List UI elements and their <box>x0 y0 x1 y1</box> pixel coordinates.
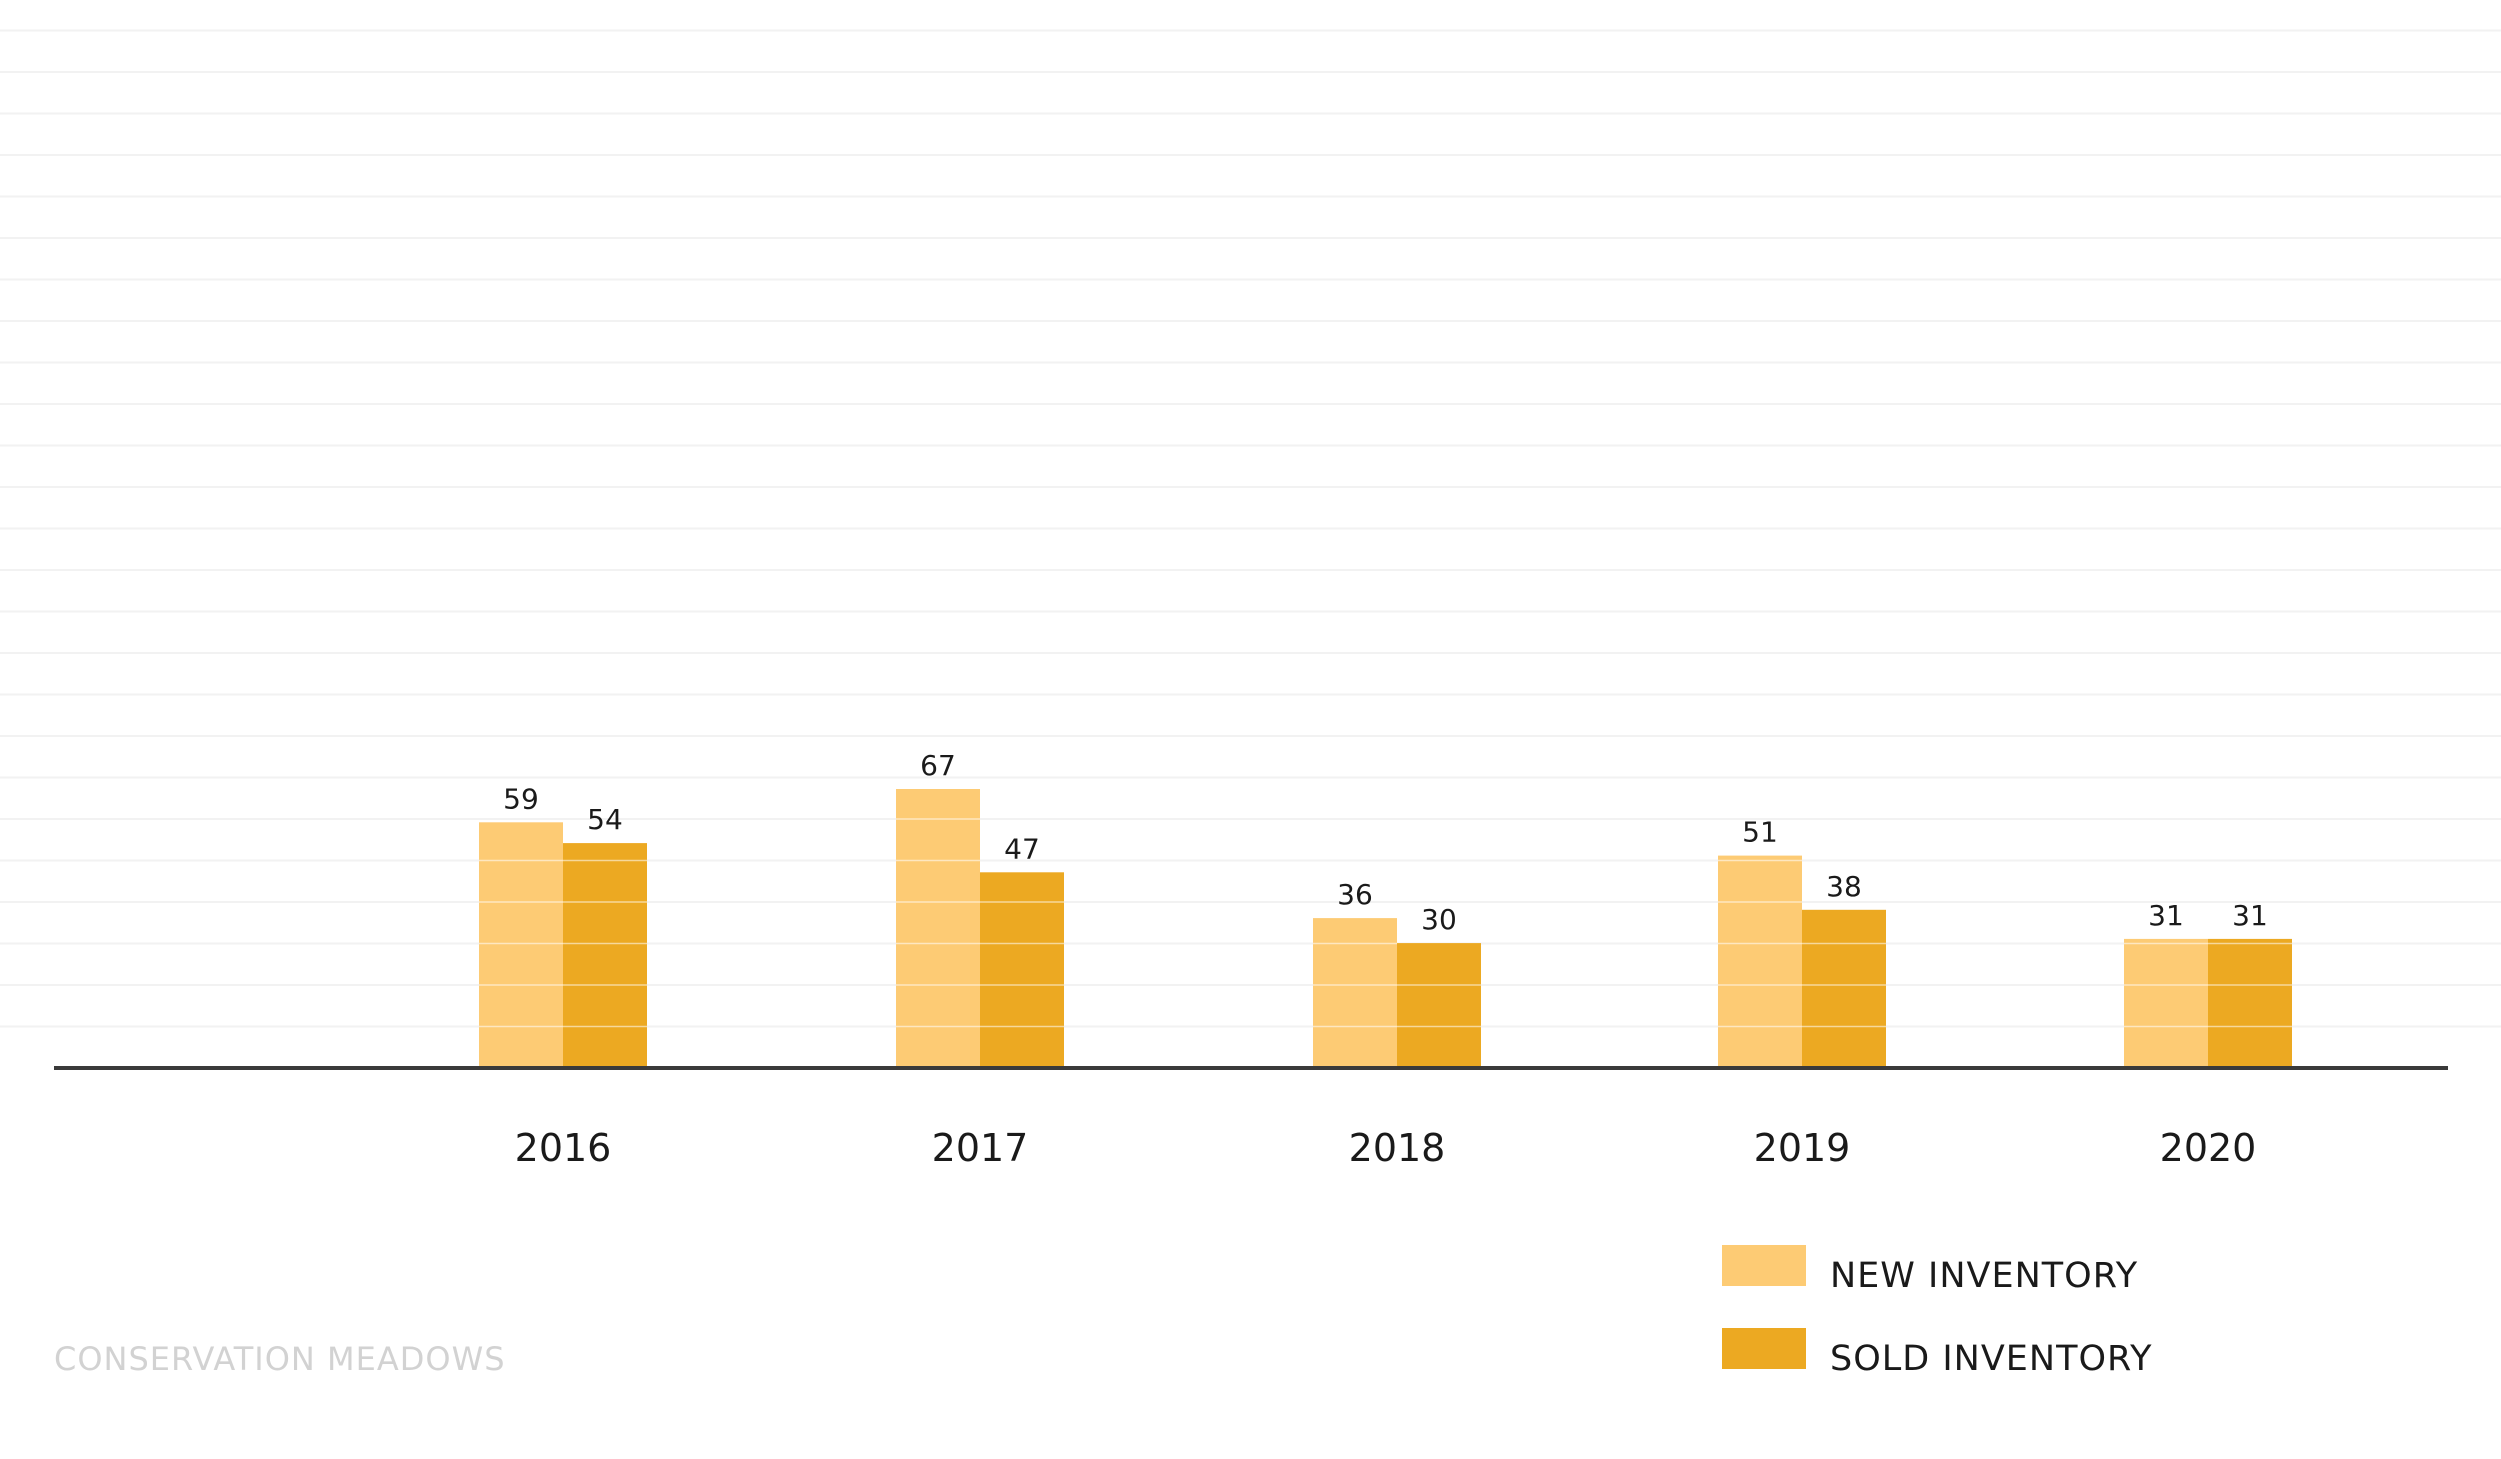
bar-new-inventory-2016 <box>479 822 563 1068</box>
footer-label: CONSERVATION MEADOWS <box>54 1340 506 1378</box>
value-label-sold-inventory-2018: 30 <box>1421 903 1457 936</box>
bar-new-inventory-2018 <box>1313 918 1397 1068</box>
legend-swatch-sold-inventory <box>1722 1328 1806 1369</box>
bar-new-inventory-2019 <box>1718 855 1802 1068</box>
legend: NEW INVENTORY SOLD INVENTORY <box>1722 1245 2152 1379</box>
value-label-new-inventory-2016: 59 <box>503 782 539 815</box>
category-label-2017: 2017 <box>932 1126 1029 1170</box>
value-label-new-inventory-2020: 31 <box>2148 899 2184 932</box>
bar-sold-inventory-2016 <box>563 843 647 1068</box>
bar-new-inventory-2020 <box>2124 938 2208 1068</box>
category-labels: 2016 2017 2018 2019 2020 <box>515 1126 2257 1170</box>
bar-sold-inventory-2018 <box>1397 943 1481 1068</box>
category-label-2016: 2016 <box>515 1126 612 1170</box>
value-label-new-inventory-2018: 36 <box>1337 878 1373 911</box>
legend-label-new-inventory: NEW INVENTORY <box>1830 1256 2138 1296</box>
gridlines <box>0 29 2501 1028</box>
bar-sold-inventory-2020 <box>2208 938 2292 1068</box>
legend-item-new-inventory: NEW INVENTORY <box>1722 1245 2138 1296</box>
legend-label-sold-inventory: SOLD INVENTORY <box>1830 1339 2152 1379</box>
bars <box>479 789 2292 1068</box>
value-label-new-inventory-2017: 67 <box>920 749 956 782</box>
bar-sold-inventory-2017 <box>980 872 1064 1068</box>
value-label-sold-inventory-2019: 38 <box>1826 870 1862 903</box>
bar-new-inventory-2017 <box>896 789 980 1068</box>
value-label-sold-inventory-2020: 31 <box>2232 899 2268 932</box>
bar-sold-inventory-2019 <box>1802 909 1886 1068</box>
value-label-sold-inventory-2016: 54 <box>587 803 623 836</box>
category-label-2019: 2019 <box>1754 1126 1851 1170</box>
value-label-new-inventory-2019: 51 <box>1742 816 1778 849</box>
category-label-2018: 2018 <box>1349 1126 1446 1170</box>
legend-swatch-new-inventory <box>1722 1245 1806 1286</box>
category-label-2020: 2020 <box>2160 1126 2257 1170</box>
legend-item-sold-inventory: SOLD INVENTORY <box>1722 1328 2152 1379</box>
value-label-sold-inventory-2017: 47 <box>1004 832 1040 865</box>
value-labels: 59 54 67 47 36 30 51 38 31 31 <box>503 749 2268 936</box>
